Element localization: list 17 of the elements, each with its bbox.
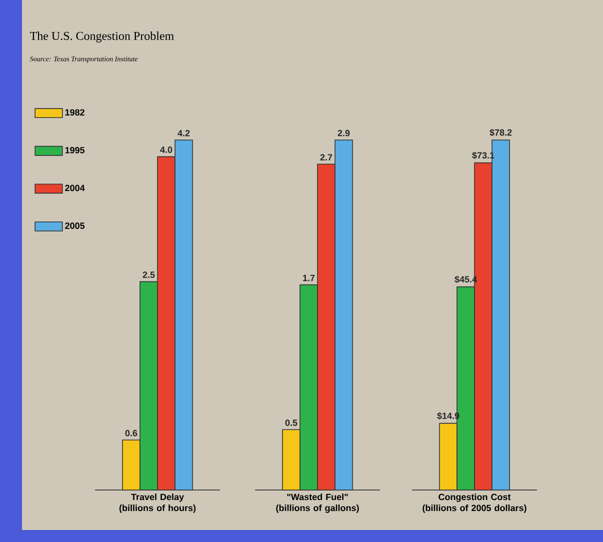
data-label: 2.9 [338, 130, 350, 136]
legend-label: 1982 [65, 109, 84, 116]
legend-label: 1995 [65, 146, 85, 154]
data-label: 4.0 [160, 146, 172, 153]
x-tick-label: Travel Delay (billions of hours) [119, 494, 196, 513]
x-tick-label: "Wasted Fuel" (billions of gallons) [276, 494, 359, 513]
data-label: 2.5 [142, 272, 155, 278]
data-label: 0.6 [125, 430, 138, 436]
data-label: $78.2 [490, 128, 512, 136]
data-label: 0.5 [285, 420, 298, 426]
legend-label: 2005 [65, 222, 85, 229]
legend-label: 2004 [65, 184, 85, 192]
chart-title: The U.S. Congestion Problem [30, 32, 174, 42]
x-tick-label: Congestion Cost (billions of 2005 dollars) [422, 494, 526, 513]
data-label: 1.7 [303, 274, 315, 282]
data-label: 4.2 [178, 130, 190, 136]
data-label: 2.7 [320, 154, 332, 160]
